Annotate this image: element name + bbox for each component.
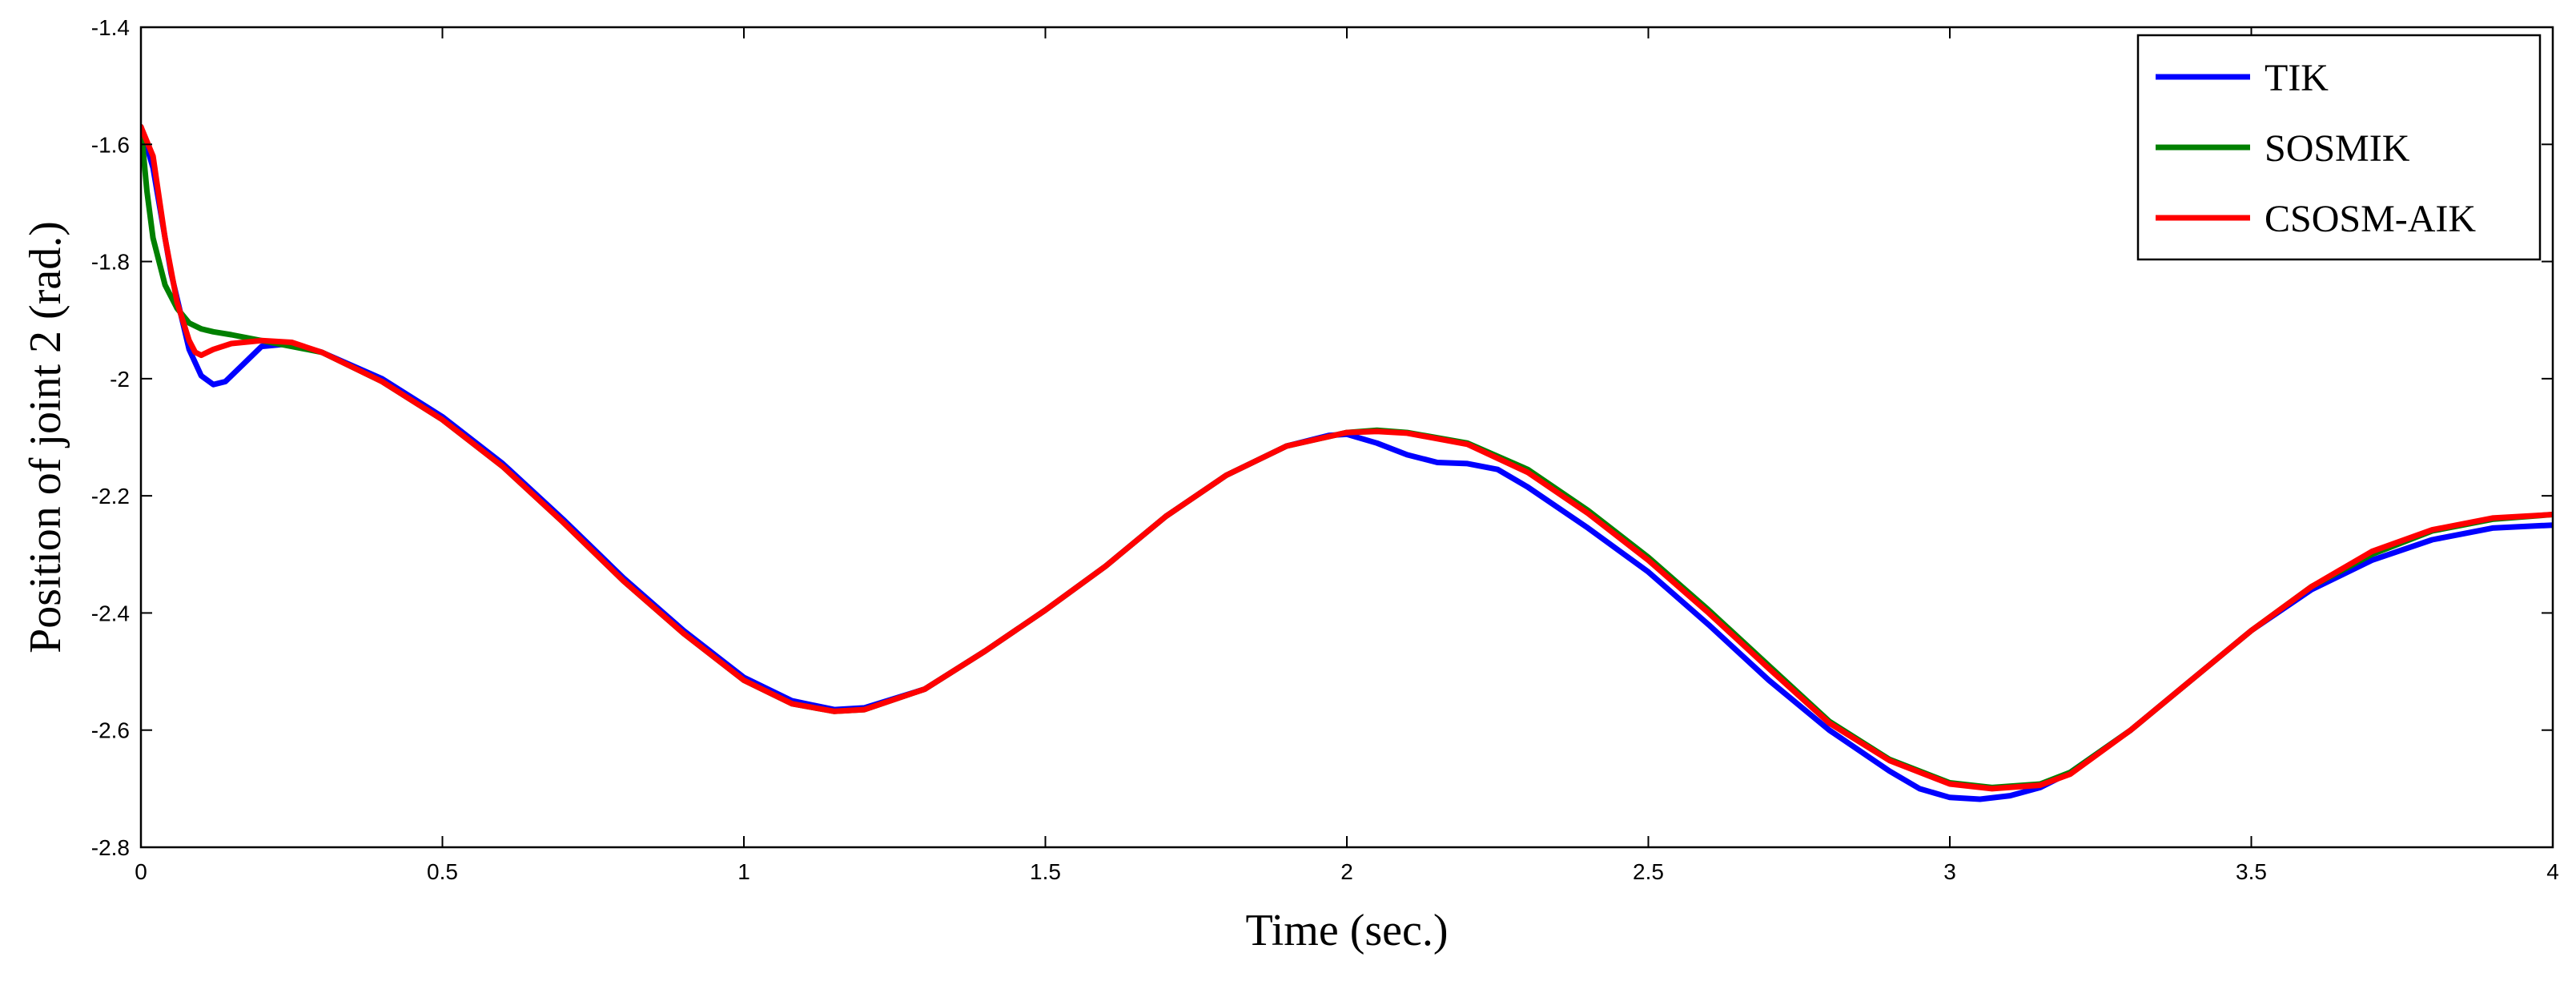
x-tick-label: 3.5 — [2236, 859, 2267, 884]
y-tick-label: -2.2 — [91, 484, 130, 509]
x-tick-label: 2 — [1340, 859, 1353, 884]
y-axis-title: Position of joint 2 (rad.) — [21, 221, 70, 653]
legend-label-csosm-aik: CSOSM-AIK — [2265, 198, 2476, 240]
y-tick-label: -1.6 — [91, 132, 130, 157]
y-tick-label: -2.6 — [91, 718, 130, 743]
series-line-csosm-aik — [141, 123, 2553, 792]
x-tick-label: 0.5 — [427, 859, 458, 884]
y-tick-label: -1.4 — [91, 15, 130, 40]
x-tick-label: 1 — [737, 859, 750, 884]
x-tick-label: 2.5 — [1633, 859, 1664, 884]
y-tick-label: -2.4 — [91, 601, 130, 625]
x-tick-label: 3 — [1943, 859, 1956, 884]
x-tick-label: 4 — [2546, 859, 2559, 884]
x-tick-label: 1.5 — [1030, 859, 1061, 884]
y-tick-label: -2 — [110, 367, 130, 392]
legend-label-tik: TIK — [2265, 57, 2329, 99]
legend: TIK SOSMIK CSOSM-AIK — [2136, 34, 2542, 261]
legend-label-sosmik: SOSMIK — [2265, 127, 2410, 170]
y-tick-label: -2.8 — [91, 835, 130, 860]
y-tick-label: -1.8 — [91, 250, 130, 275]
x-tick-label: 0 — [135, 859, 147, 884]
x-axis-title: Time (sec.) — [1245, 906, 1448, 955]
